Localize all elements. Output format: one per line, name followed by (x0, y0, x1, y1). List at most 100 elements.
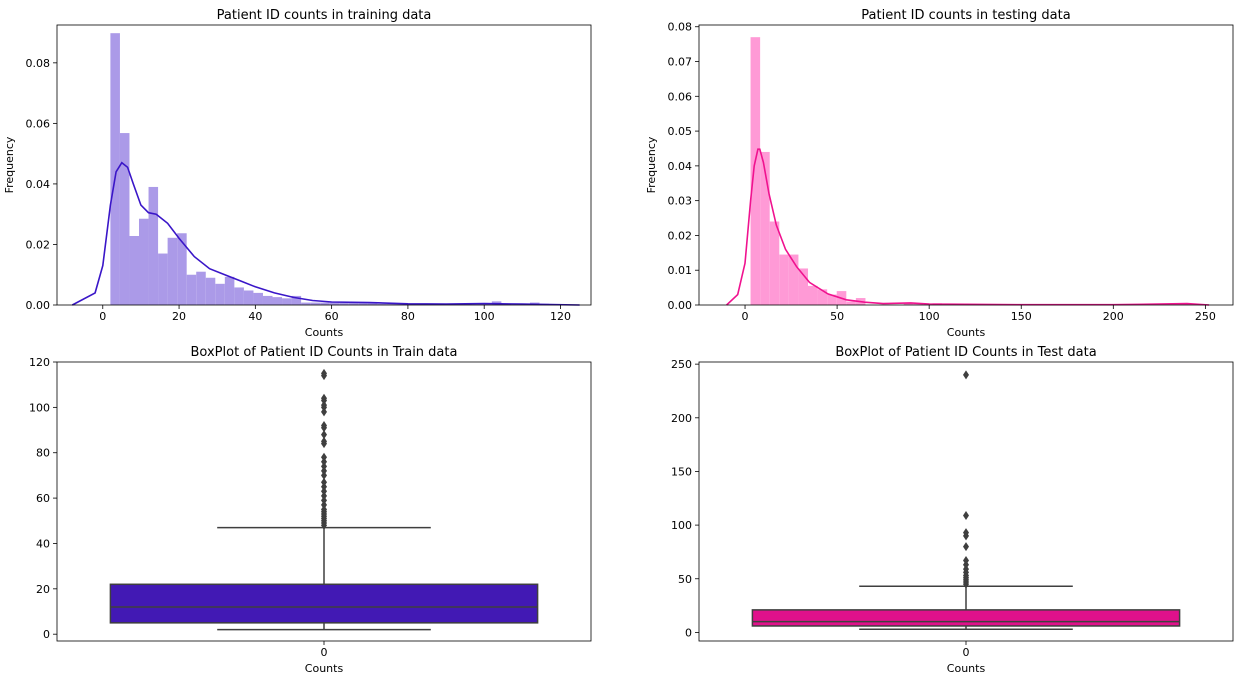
x-axis-label: Counts (947, 662, 986, 675)
kde-line (726, 148, 1210, 306)
outlier-point (321, 477, 327, 487)
outlier-point (963, 510, 969, 520)
y-tick-label: 50 (678, 573, 692, 586)
chart-title: BoxPlot of Patient ID Counts in Train da… (191, 345, 458, 360)
y-axis-label: Frequency (645, 136, 658, 193)
box-iqr (109, 583, 539, 624)
histogram-bar (224, 276, 235, 305)
histogram-bar (827, 294, 837, 305)
chart-title: Patient ID counts in testing data (861, 8, 1070, 23)
y-tick-label: 0.06 (26, 117, 51, 130)
box-iqr (751, 609, 1181, 627)
outlier-point (321, 421, 327, 431)
y-tick-label: 60 (36, 492, 50, 505)
histogram-bar (798, 268, 809, 305)
outlier-point (321, 482, 327, 492)
y-axis-label: Frequency (3, 136, 16, 193)
kde-line (71, 161, 580, 306)
plot-frame (56, 24, 592, 306)
histogram-bar (215, 283, 225, 305)
histogram-bar (808, 285, 818, 305)
y-tick-label: 20 (36, 583, 50, 596)
histogram-bar (329, 302, 340, 305)
x-tick-label: 20 (172, 310, 186, 323)
outlier-point (963, 370, 969, 380)
histogram-bar (253, 292, 263, 305)
y-tick-label: 0.07 (668, 56, 693, 69)
y-tick-label: 0.00 (26, 299, 51, 312)
plot-frame (698, 24, 1234, 306)
histogram-bar (119, 133, 130, 305)
y-tick-label: 100 (29, 401, 50, 414)
y-tick-label: 0.04 (668, 160, 693, 173)
x-tick-label: 100 (919, 310, 940, 323)
histogram-bar (348, 302, 359, 305)
x-axis-label: Counts (305, 662, 344, 675)
histogram-bar (750, 37, 761, 305)
outlier-point (321, 491, 327, 501)
histogram-bar (243, 290, 254, 305)
outlier-point (321, 466, 327, 476)
histogram-bar (272, 297, 283, 305)
histogram-bar (817, 289, 828, 305)
outlier-point (321, 368, 327, 378)
x-tick-label: 120 (550, 310, 571, 323)
y-tick-label: 200 (671, 412, 692, 425)
histogram-bar (846, 301, 856, 305)
y-tick-label: 0.08 (668, 21, 693, 34)
outlier-point (321, 470, 327, 480)
y-tick-label: 100 (671, 519, 692, 532)
y-tick-label: 150 (671, 465, 692, 478)
train-box-panel: 0 20 40 60 80 100 120 0 BoxPlot of Patient ID Co… (29, 345, 592, 675)
y-tick-label: 0.02 (26, 238, 51, 251)
outlier-point (321, 436, 327, 446)
histogram-bar (779, 254, 789, 305)
y-tick-label: 40 (36, 537, 50, 550)
histogram-bar (167, 237, 178, 305)
outlier-point (963, 528, 969, 538)
histogram-bar (196, 271, 206, 305)
histogram-bar (788, 254, 799, 305)
test-hist-panel: 0 50 100 150 200 250 0.00 0.01 0.02 0.03 0.04 0.05 0… (645, 8, 1234, 339)
chart-title: Patient ID counts in training data (217, 8, 432, 23)
outlier-point (321, 457, 327, 467)
histogram-bar (291, 295, 302, 305)
y-tick-label: 80 (36, 447, 50, 460)
histogram-bar (903, 303, 914, 305)
outlier-point (321, 452, 327, 462)
y-tick-label: 0 (43, 628, 50, 641)
y-tick-label: 0.05 (668, 125, 693, 138)
test-box-panel: 0 50 100 150 200 250 0 BoxPlot of Patient ID Co… (671, 345, 1234, 675)
x-tick-label: 0 (742, 310, 749, 323)
histogram-bar (186, 274, 197, 305)
histogram-bar (310, 302, 321, 305)
x-tick-label: 80 (401, 310, 415, 323)
histogram-bar (129, 235, 140, 305)
histogram-bar (396, 303, 407, 305)
histogram-bar (769, 221, 780, 305)
x-tick-label: 0 (321, 646, 328, 659)
y-tick-label: 0.06 (668, 90, 693, 103)
y-tick-label: 0.08 (26, 57, 51, 70)
histogram-bar (301, 302, 311, 305)
x-tick-label: 0 (963, 646, 970, 659)
y-tick-label: 120 (29, 356, 50, 369)
y-tick-label: 0.04 (26, 178, 51, 191)
y-tick-label: 0.00 (668, 299, 693, 312)
histogram-bar (377, 303, 387, 305)
histogram-bar (205, 277, 216, 305)
outlier-point (321, 461, 327, 471)
y-tick-label: 0.03 (668, 195, 693, 208)
histogram-bar (386, 303, 397, 305)
histogram-bar (110, 33, 120, 305)
outlier-point (321, 504, 327, 514)
outlier-point (321, 393, 327, 403)
chart-title: BoxPlot of Patient ID Counts in Test dat… (835, 345, 1096, 360)
histogram-bar (320, 302, 330, 305)
histogram-bar (139, 218, 149, 305)
x-tick-label: 150 (1011, 310, 1032, 323)
x-tick-label: 60 (325, 310, 339, 323)
outlier-point (963, 542, 969, 552)
x-tick-label: 200 (1103, 310, 1124, 323)
histogram-bar (234, 287, 244, 305)
